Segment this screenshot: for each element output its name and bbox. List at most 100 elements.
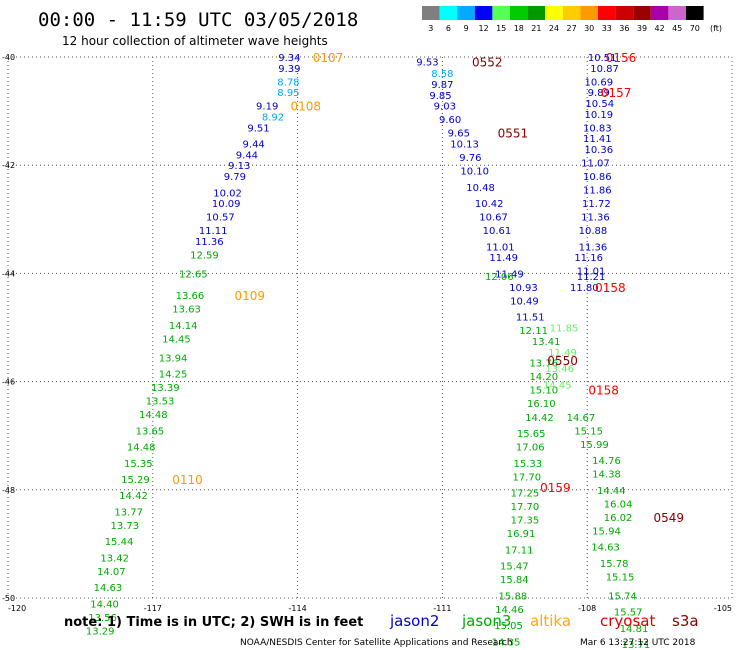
legend-bin-label: 9 (463, 24, 468, 33)
swh-value-jason3: 12.59 (190, 250, 219, 261)
swh-value-jason3: 14.81 (620, 624, 649, 635)
swh-value-jason3: 13.42 (100, 553, 129, 564)
swh-value-jason2: 9.44 (243, 140, 265, 151)
satellite-label-jason2: jason2 (389, 612, 439, 630)
x-tick-label: -117 (144, 604, 162, 613)
swh-value-jason2: 10.13 (450, 140, 479, 151)
pass-time-label: 0159 (540, 481, 571, 495)
swh-value-jason2: 11.36 (195, 237, 224, 248)
swh-value-jason2: 10.57 (206, 213, 235, 224)
page-title: 00:00 - 11:59 UTC 03/05/2018 (38, 9, 358, 31)
pass-time-label: 0109 (235, 289, 266, 303)
x-tick-label: -108 (578, 604, 596, 613)
swh-value-jason2: 9.85 (429, 91, 451, 102)
swh-value-jason3: 15.65 (517, 429, 546, 440)
swh-value-jason3: 13.53 (146, 397, 175, 408)
swh-value-jason3: 14.40 (90, 599, 119, 610)
swh-value-jason2: 9.13 (228, 161, 250, 172)
legend-swatch (615, 6, 634, 20)
swh-value-altika: 8.95 (277, 88, 299, 99)
swh-value-jason2: 11.80 (570, 283, 599, 294)
legend-swatch (474, 6, 493, 20)
swh-points: 9.349.399.199.519.449.449.139.7910.0210.… (86, 53, 650, 650)
footer-note: note: 1) Time is in UTC; 2) SWH is in fe… (64, 615, 363, 630)
swh-value-jason3: 15.47 (500, 562, 529, 573)
swh-value-altika: 8.92 (262, 113, 284, 124)
legend-swatch (527, 6, 546, 20)
legend-bin-label: 12 (479, 24, 489, 33)
swh-value-jason3: 15.78 (600, 559, 629, 570)
swh-value-jason3: 13.65 (136, 426, 165, 437)
swh-value-jason3: 15.29 (121, 475, 150, 486)
swh-value-jason3: 14.07 (97, 567, 126, 578)
satellite-label-jason3: jason3 (461, 612, 511, 630)
y-tick-label: -50 (2, 594, 15, 603)
swh-value-jason3: 17.35 (511, 516, 540, 527)
y-tick-label: -46 (2, 378, 15, 387)
swh-value-jason2: 11.16 (574, 253, 603, 264)
swh-value-jason3: 16.04 (604, 499, 633, 510)
swh-value-jason2: 9.19 (256, 102, 278, 113)
color-legend: 3 6 9 12 15 18 21 24 27 30 33 36 39 42 45 70 (422, 6, 704, 33)
x-tick-label: -111 (433, 604, 451, 613)
swh-value-jason3: 14.44 (597, 486, 626, 497)
swh-value-jason3: 14.42 (119, 491, 148, 502)
legend-unit: (ft) (710, 24, 722, 33)
swh-value-jason2: 11.51 (516, 313, 545, 324)
legend-swatch (439, 6, 458, 20)
legend-swatch (562, 6, 581, 20)
legend-bin-label: 24 (549, 24, 559, 33)
swh-value-jason2: 10.61 (483, 226, 512, 237)
swh-value-jason2: 10.93 (509, 283, 538, 294)
swh-value-jason3: 13.66 (176, 291, 205, 302)
pass-time-label: 0157 (601, 86, 632, 100)
swh-value-jason3: 15.99 (580, 440, 609, 451)
legend-swatch (686, 6, 704, 20)
swh-value-jason3: 16.10 (527, 399, 556, 410)
y-tick-label: -48 (2, 486, 15, 495)
swh-value-jason2: 10.02 (213, 188, 242, 199)
swh-value-jason2: 9.34 (278, 53, 300, 64)
page-subtitle: 12 hour collection of altimeter wave hei… (62, 34, 328, 48)
satellite-label-altika: altika (530, 612, 571, 630)
swh-value-jason3: 17.11 (505, 545, 534, 556)
swh-value-jason3: 13.39 (151, 383, 180, 394)
legend-swatch (598, 6, 616, 20)
swh-value-jason3: 14.14 (169, 321, 198, 332)
swh-value-jason3: 13.56 (88, 613, 117, 624)
swh-value-jason3: 14.67 (567, 413, 596, 424)
swh-value-jason2: 9.87 (431, 80, 453, 91)
swh-value-jason3: 12.06 (485, 272, 514, 283)
legend-bin-label: 18 (514, 24, 524, 33)
swh-value-jason3: 15.84 (500, 575, 529, 586)
legend-bin-label: 33 (602, 24, 612, 33)
legend-swatch (650, 6, 669, 20)
swh-value-jason2: 10.83 (583, 123, 612, 134)
swh-value-jason3: 15.74 (608, 591, 637, 602)
swh-value-jason3: 15.10 (529, 386, 558, 397)
swh-value-jason3: 15.88 (499, 591, 528, 602)
swh-value-jason2: 10.42 (475, 199, 504, 210)
swh-value-jason3: 17.70 (511, 502, 540, 513)
pass-time-label: 0158 (595, 281, 626, 295)
swh-value-cryosat: 14.45 (543, 380, 572, 391)
swh-value-jason2: 11.49 (495, 269, 524, 280)
legend-swatch (492, 6, 510, 20)
swh-value-jason2: 11.07 (581, 158, 610, 169)
pass-time-label: 0552 (472, 55, 503, 69)
swh-value-jason2: 9.79 (224, 172, 246, 183)
legend-bin-label: 15 (496, 24, 506, 33)
legend-bin-label: 70 (690, 24, 700, 33)
satellite-label-cryosat: cryosat (600, 612, 655, 630)
pass-time-label: 0110 (172, 473, 203, 487)
swh-value-jason3: 17.06 (516, 443, 545, 454)
swh-value-jason3: 14.38 (592, 470, 621, 481)
satellite-label-s3a: s3a (672, 612, 699, 630)
swh-value-jason3: 14.76 (592, 456, 621, 467)
satellite-legend: jason2 jason3 altika cryosat s3a (389, 612, 699, 630)
legend-swatch (668, 6, 686, 20)
swh-value-jason3: 16.91 (507, 529, 536, 540)
swh-value-jason3: 14.42 (525, 413, 554, 424)
swh-value-jason2: 11.86 (583, 186, 612, 197)
